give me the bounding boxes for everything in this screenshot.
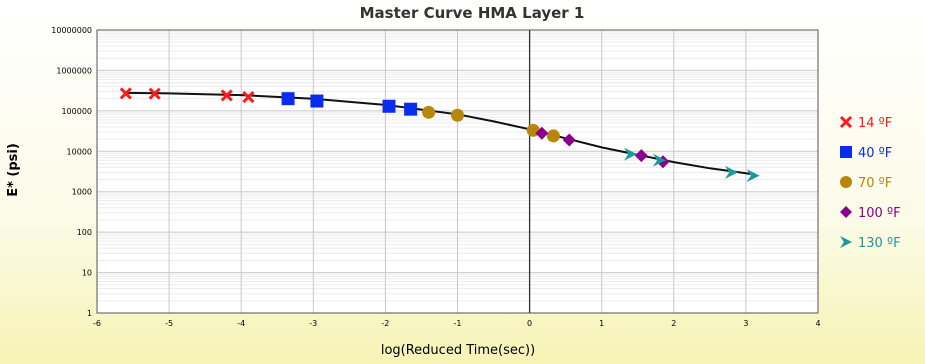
data-point bbox=[562, 133, 576, 147]
x-axis-label: log(Reduced Time(sec)) bbox=[381, 343, 535, 358]
x-tick-label: 4 bbox=[815, 319, 820, 328]
y-tick-label: 10000000 bbox=[51, 26, 92, 35]
data-point bbox=[220, 89, 233, 102]
data-point-stroke bbox=[220, 89, 233, 102]
x-tick-label: 3 bbox=[743, 319, 748, 328]
legend-entry: 70 ºF bbox=[858, 176, 892, 191]
y-tick-label: 10 bbox=[82, 269, 92, 278]
x-tick-label: -3 bbox=[309, 319, 317, 328]
data-point bbox=[310, 94, 324, 108]
data-point-stroke bbox=[148, 87, 161, 100]
x-tick-label: -5 bbox=[165, 319, 173, 328]
x-tick-label: -2 bbox=[381, 319, 389, 328]
data-point bbox=[422, 105, 436, 119]
data-point bbox=[546, 129, 560, 143]
data-point bbox=[281, 92, 295, 106]
data-point bbox=[148, 87, 161, 100]
legend-entry: 100 ºF bbox=[858, 206, 901, 221]
data-point bbox=[119, 87, 132, 100]
x-tick-label: -1 bbox=[454, 319, 462, 328]
x-tick-label: -6 bbox=[93, 319, 101, 328]
x-tick-label: 0 bbox=[527, 319, 532, 328]
x-tick-label: 2 bbox=[671, 319, 676, 328]
data-point bbox=[724, 165, 738, 179]
legend-marker bbox=[840, 146, 852, 158]
data-point bbox=[404, 102, 418, 116]
data-point bbox=[382, 99, 396, 113]
legend-entry: 130 ºF bbox=[858, 236, 901, 251]
legend-marker bbox=[839, 115, 853, 129]
y-tick-label: 1 bbox=[87, 309, 92, 318]
x-tick-label: 1 bbox=[599, 319, 604, 328]
legend-entry: 40 ºF bbox=[858, 146, 892, 161]
plot-border bbox=[96, 29, 819, 314]
data-point bbox=[624, 147, 638, 161]
chart-title: Master Curve HMA Layer 1 bbox=[360, 4, 585, 22]
legend-marker-stroke bbox=[839, 115, 853, 129]
y-tick-label: 1000 bbox=[72, 188, 92, 197]
x-tick-label: -4 bbox=[237, 319, 245, 328]
y-tick-label: 100000 bbox=[61, 107, 92, 116]
legend-marker bbox=[840, 176, 852, 188]
data-point bbox=[634, 149, 648, 163]
y-tick-label: 10000 bbox=[67, 147, 92, 156]
data-point bbox=[535, 126, 549, 140]
y-tick-label: 100 bbox=[77, 228, 92, 237]
legend-marker bbox=[840, 236, 852, 248]
legend-entry: 14 ºF bbox=[858, 116, 892, 131]
y-axis-label: E* (psi) bbox=[6, 143, 21, 197]
legend-marker bbox=[840, 206, 852, 218]
data-point-stroke bbox=[119, 87, 132, 100]
data-point bbox=[242, 90, 255, 104]
data-point-stroke bbox=[242, 90, 255, 104]
y-tick-label: 1000000 bbox=[56, 66, 92, 75]
data-point bbox=[451, 108, 464, 122]
legend: 14 ºF 40 ºF 70 ºF 100 ºF 130 ºF bbox=[839, 115, 901, 251]
data-point bbox=[652, 153, 666, 167]
data-point bbox=[746, 169, 760, 183]
